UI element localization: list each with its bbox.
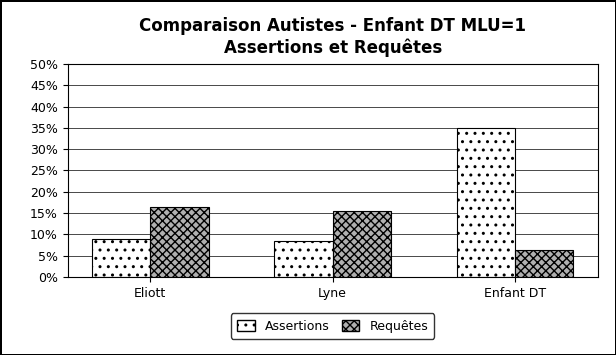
- Bar: [92, 239, 150, 277]
- Bar: [333, 211, 391, 277]
- Title: Comparaison Autistes - Enfant DT MLU=1
Assertions et Requêtes: Comparaison Autistes - Enfant DT MLU=1 A…: [139, 17, 526, 57]
- Legend: Assertions, Requêtes: Assertions, Requêtes: [231, 313, 434, 339]
- Bar: [515, 250, 573, 277]
- Bar: [274, 241, 333, 277]
- Bar: [456, 128, 515, 277]
- Bar: [150, 207, 209, 277]
